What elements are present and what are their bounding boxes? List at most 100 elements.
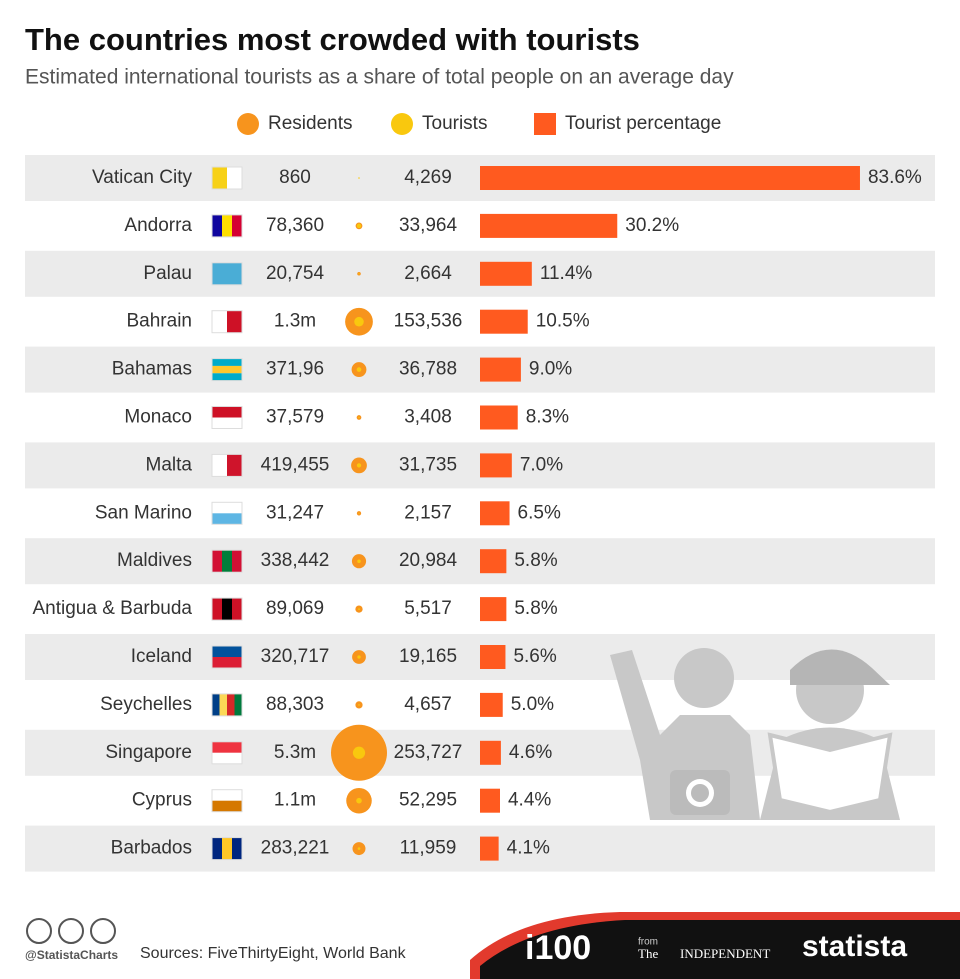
residents-label: 371,96 [266, 359, 324, 380]
flag [212, 406, 242, 418]
flag [212, 837, 222, 860]
footer-handle: @StatistaCharts [25, 948, 118, 962]
flag-border [211, 837, 243, 861]
tourists-label: 5,517 [404, 598, 452, 619]
country-label: Singapore [105, 742, 192, 763]
tourists-bubble [358, 273, 360, 275]
country-label: Seychelles [100, 694, 192, 715]
flag [232, 214, 242, 237]
bar [480, 597, 507, 622]
flag [219, 693, 227, 716]
flag [212, 358, 242, 366]
tourists-bubble [356, 463, 362, 468]
flag [212, 513, 242, 525]
country-label: Andorra [124, 215, 192, 236]
tourists-bubble [358, 704, 360, 706]
percent-label: 4.1% [507, 838, 550, 859]
tourists-label: 4,657 [404, 694, 452, 715]
flag [212, 646, 242, 657]
flag [212, 502, 242, 514]
flag [234, 693, 242, 716]
percent-label: 7.0% [520, 454, 563, 475]
tourists-label: 20,984 [399, 550, 458, 571]
flag-border [211, 453, 243, 477]
percent-label: 5.6% [513, 646, 556, 667]
flag [212, 789, 242, 801]
flag-border [211, 549, 243, 573]
tourists-label: 36,788 [399, 359, 457, 380]
flag [212, 800, 242, 812]
publisher: INDEPENDENT [680, 946, 770, 961]
country-label: Iceland [131, 646, 192, 667]
bar [480, 836, 499, 861]
residents-label: 1.3m [274, 311, 316, 332]
residents-label: 31,247 [266, 502, 324, 523]
percent-label: 8.3% [526, 407, 569, 428]
flag-border [211, 693, 243, 717]
residents-label: 20,754 [266, 263, 325, 284]
flag [232, 837, 242, 860]
tourists-bubble [358, 177, 360, 179]
flag [212, 752, 242, 764]
footer-from: from [638, 937, 658, 948]
tourists-bubble [358, 416, 360, 419]
country-label: Palau [143, 263, 192, 284]
partner-logo: i100 [525, 929, 591, 967]
flag [212, 693, 220, 716]
percent-label: 5.8% [514, 550, 557, 571]
flag [227, 693, 235, 716]
tourists-bubble [358, 512, 360, 514]
flag [222, 837, 232, 860]
bar [480, 549, 507, 574]
bar [480, 357, 521, 382]
tourists-label: 153,536 [394, 311, 463, 332]
flag [232, 550, 242, 573]
country-label: Bahamas [112, 359, 192, 380]
footer: @StatistaCharts Sources: FiveThirtyEight… [25, 912, 960, 979]
bar [480, 740, 501, 765]
flag [212, 365, 242, 374]
tourists-bubble [357, 847, 361, 850]
flag [222, 598, 232, 621]
flag [212, 657, 242, 668]
bar [480, 501, 510, 526]
bar [480, 788, 500, 813]
tourists-bubble [354, 316, 364, 327]
legend-marker [391, 113, 413, 135]
percent-label: 9.0% [529, 359, 572, 380]
tourists-label: 4,269 [404, 167, 452, 188]
flag-border [211, 789, 243, 813]
flag-border [211, 645, 243, 669]
flag-border [211, 501, 243, 525]
flag-border [211, 166, 243, 190]
flag-border [211, 262, 243, 286]
flag-border [211, 406, 243, 429]
country-label: Monaco [124, 407, 192, 428]
bar [480, 453, 512, 478]
residents-label: 283,221 [261, 838, 330, 859]
percent-label: 4.6% [509, 742, 552, 763]
flag-border [211, 358, 243, 382]
flag [212, 214, 222, 237]
bar [480, 213, 618, 238]
legend-marker [237, 113, 259, 135]
tourists-label: 2,157 [404, 502, 452, 523]
flag [212, 262, 242, 285]
flag-border [211, 597, 243, 621]
percent-label: 83.6% [868, 167, 922, 188]
legend-label: Residents [268, 113, 353, 134]
bar [480, 166, 860, 190]
bar [480, 645, 506, 669]
footer-sources: Sources: FiveThirtyEight, World Bank [140, 945, 407, 962]
brand: statista [802, 930, 907, 963]
percent-label: 5.8% [514, 598, 557, 619]
bar [480, 405, 518, 430]
flag [212, 741, 242, 753]
tourists-label: 33,964 [399, 215, 458, 236]
flag [212, 167, 227, 189]
residents-label: 5.3m [274, 742, 316, 763]
flag [212, 454, 227, 477]
tourists-label: 19,165 [399, 646, 457, 667]
residents-label: 78,360 [266, 215, 324, 236]
